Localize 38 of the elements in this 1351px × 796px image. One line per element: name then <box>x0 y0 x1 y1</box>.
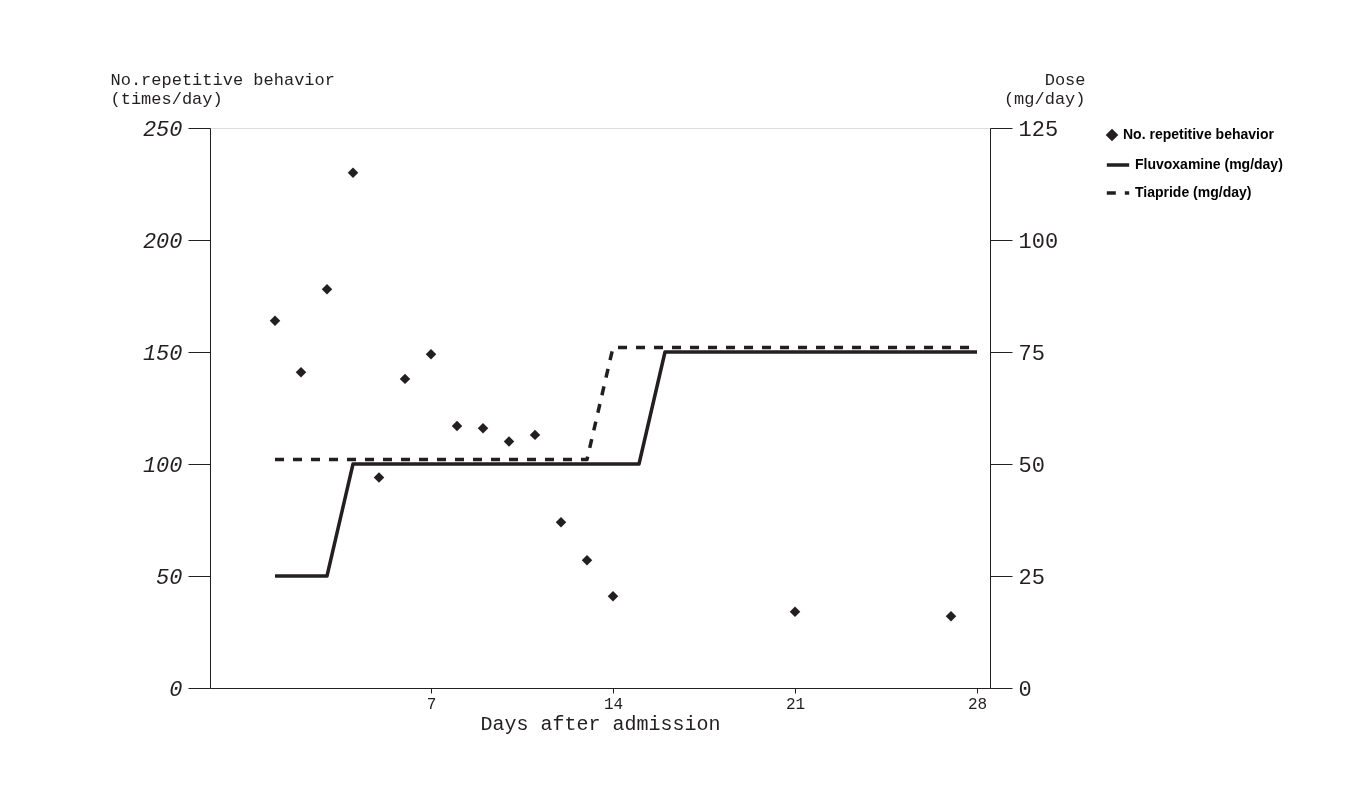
point <box>425 349 437 360</box>
y2-tick-label: 50 <box>1018 453 1045 479</box>
point <box>555 517 567 528</box>
y-tick-label: 0 <box>169 677 183 703</box>
legend-label: Tiapride (mg/day) <box>1135 184 1252 200</box>
y2-tick-label: 25 <box>1018 565 1045 591</box>
x-tick-label: 28 <box>967 695 988 714</box>
point <box>451 420 463 432</box>
x-axis-title: Days after admission <box>480 712 721 736</box>
x-tick-label: 21 <box>785 695 806 714</box>
point <box>321 284 333 295</box>
y-tick-label: 250 <box>142 117 183 143</box>
y-tick-label: 150 <box>142 341 183 367</box>
x-tick-label: 7 <box>426 695 437 714</box>
x-tick-label: 14 <box>603 695 624 714</box>
y-tick-label: 50 <box>156 565 183 591</box>
point <box>529 429 541 441</box>
point <box>373 472 385 483</box>
y2-tick-label: 75 <box>1018 341 1045 367</box>
point <box>945 611 957 622</box>
point <box>607 590 619 602</box>
point <box>295 366 307 378</box>
y2-axis-title: Dose (mg/day) <box>1003 70 1086 109</box>
point <box>269 315 281 326</box>
point <box>581 555 593 566</box>
y2-tick-label: 125 <box>1018 117 1059 143</box>
point <box>477 422 489 434</box>
legend-label: No. repetitive behavior <box>1123 126 1275 142</box>
point <box>789 606 801 618</box>
y-tick-label: 200 <box>142 229 183 255</box>
point <box>399 373 411 385</box>
legend-label: Fluvoxamine (mg/day) <box>1135 156 1283 172</box>
y-tick-label: 100 <box>142 453 183 479</box>
y-axis-title: No.repetitive behavior (times/day) <box>110 70 335 109</box>
y2-tick-label: 100 <box>1018 229 1059 255</box>
y2-tick-label: 0 <box>1018 677 1032 703</box>
point <box>347 167 359 179</box>
point <box>503 436 515 447</box>
